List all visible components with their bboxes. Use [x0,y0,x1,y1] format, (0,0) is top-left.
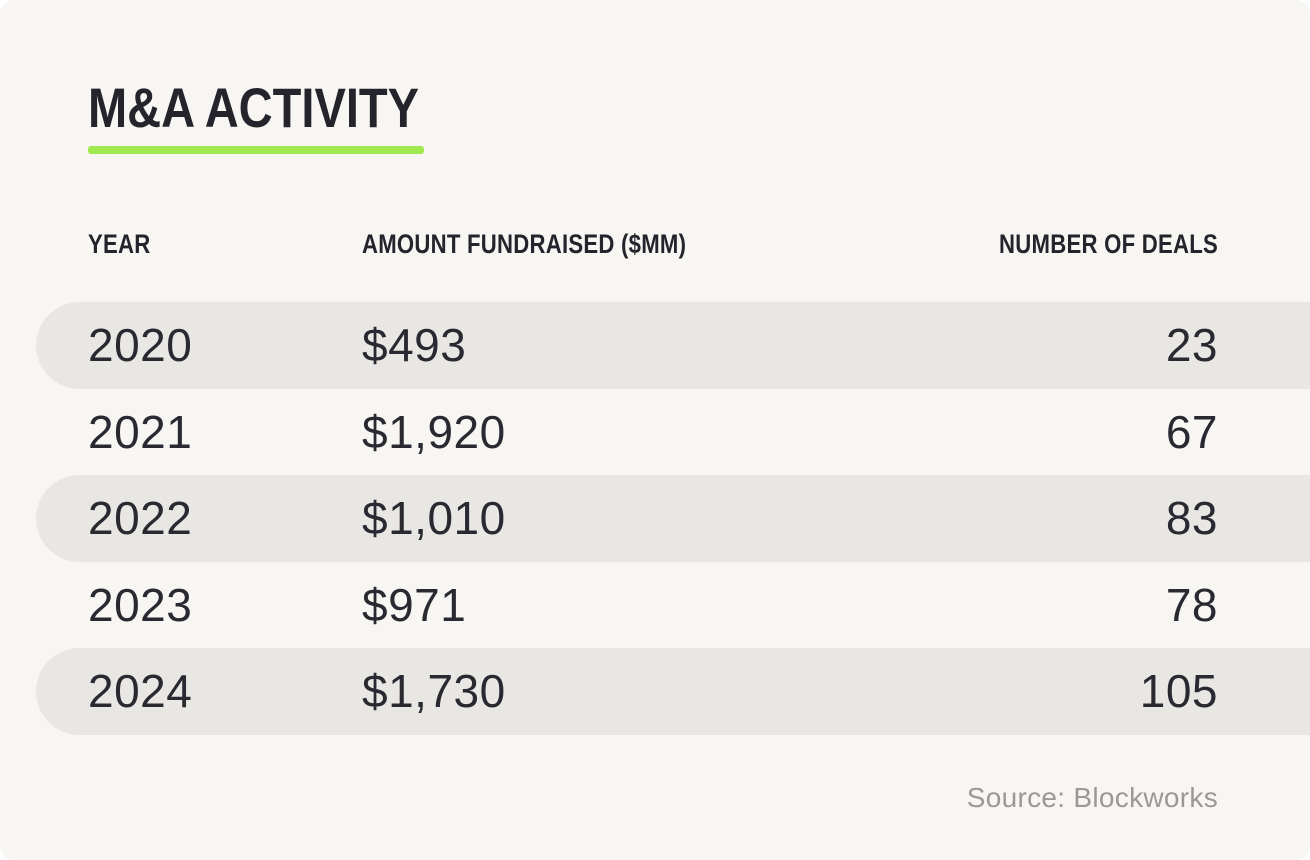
table-body: 2020 $493 23 2021 $1,920 67 2022 $1,010 … [0,302,1310,735]
row-stripe [36,475,1310,562]
page-title: M&A ACTIVITY [88,76,420,139]
deals-cell: 105 [1139,665,1218,717]
table-row: 2022 $1,010 83 [0,475,1310,562]
column-header-amount: AMOUNT FUNDRAISED ($MM) [362,229,687,259]
year-cell: 2020 [88,319,193,371]
table-row: 2024 $1,730 105 [0,648,1310,735]
title-accent-underline [88,146,424,154]
amount-cell: $1,010 [362,492,506,544]
column-header-year: YEAR [88,229,151,259]
table-header-row: YEAR AMOUNT FUNDRAISED ($MM) NUMBER OF D… [0,228,1310,260]
row-stripe [36,302,1310,389]
column-header-deals: NUMBER OF DEALS [999,229,1218,259]
row-stripe [36,648,1310,735]
table-row: 2020 $493 23 [0,302,1310,389]
amount-cell: $1,730 [362,665,506,717]
amount-cell: $971 [362,578,467,631]
deals-cell: 23 [1165,319,1218,371]
deals-cell: 83 [1165,492,1218,544]
year-cell: 2023 [88,578,193,631]
table-row: 2023 $971 78 [0,562,1310,649]
year-cell: 2024 [88,665,193,717]
deals-cell: 67 [1165,405,1218,458]
source-credit: Source: Blockworks [966,782,1218,813]
amount-cell: $1,920 [362,405,506,458]
year-cell: 2021 [88,405,193,458]
year-cell: 2022 [88,492,193,544]
table-row: 2021 $1,920 67 [0,389,1310,476]
deals-cell: 78 [1165,578,1218,631]
amount-cell: $493 [362,319,467,371]
